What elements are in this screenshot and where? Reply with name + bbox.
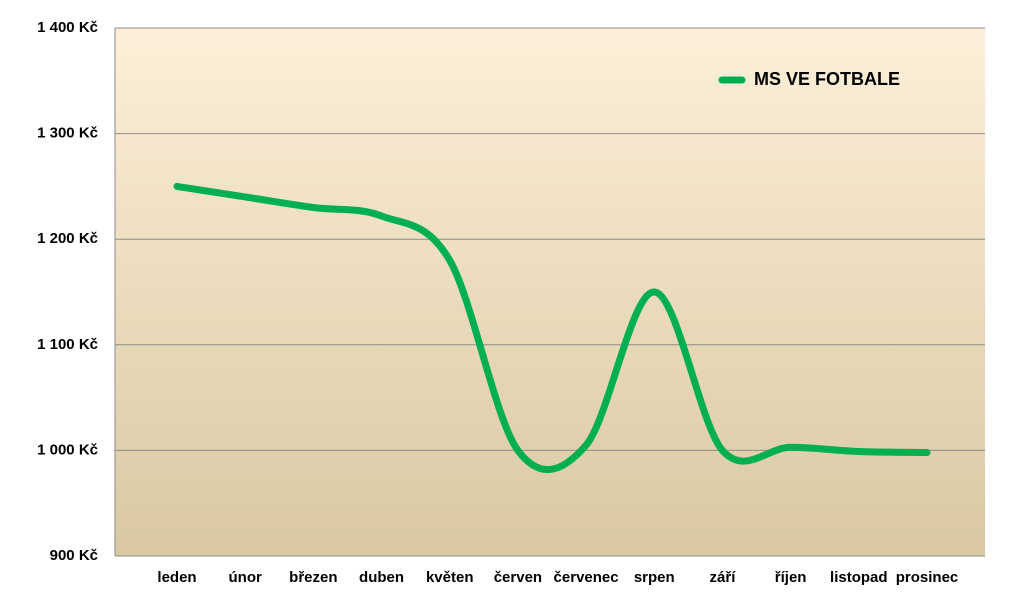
series-line bbox=[173, 182, 931, 473]
plot-area bbox=[115, 28, 985, 556]
legend-label: MS VE FOTBALE bbox=[754, 69, 900, 89]
y-tick-label: 1 400 Kč bbox=[37, 19, 98, 36]
y-tick-label: 900 Kč bbox=[50, 547, 98, 564]
x-tick-label: únor bbox=[229, 569, 262, 586]
x-tick-label: červenec bbox=[554, 569, 619, 586]
x-tick-label: prosinec bbox=[896, 569, 959, 586]
x-tick-label: listopad bbox=[830, 569, 888, 586]
x-tick-label: říjen bbox=[775, 569, 807, 586]
x-tick-label: leden bbox=[157, 569, 196, 586]
x-tick-label: květen bbox=[426, 569, 474, 586]
x-tick-label: srpen bbox=[634, 569, 675, 586]
y-tick-label: 1 300 Kč bbox=[37, 125, 98, 142]
y-tick-label: 1 200 Kč bbox=[37, 230, 98, 247]
x-tick-label: září bbox=[710, 569, 737, 586]
y-tick-label: 1 000 Kč bbox=[37, 441, 98, 458]
x-tick-label: březen bbox=[289, 569, 337, 586]
x-tick-label: duben bbox=[359, 569, 404, 586]
x-tick-label: červen bbox=[494, 569, 542, 586]
y-tick-label: 1 100 Kč bbox=[37, 336, 98, 353]
